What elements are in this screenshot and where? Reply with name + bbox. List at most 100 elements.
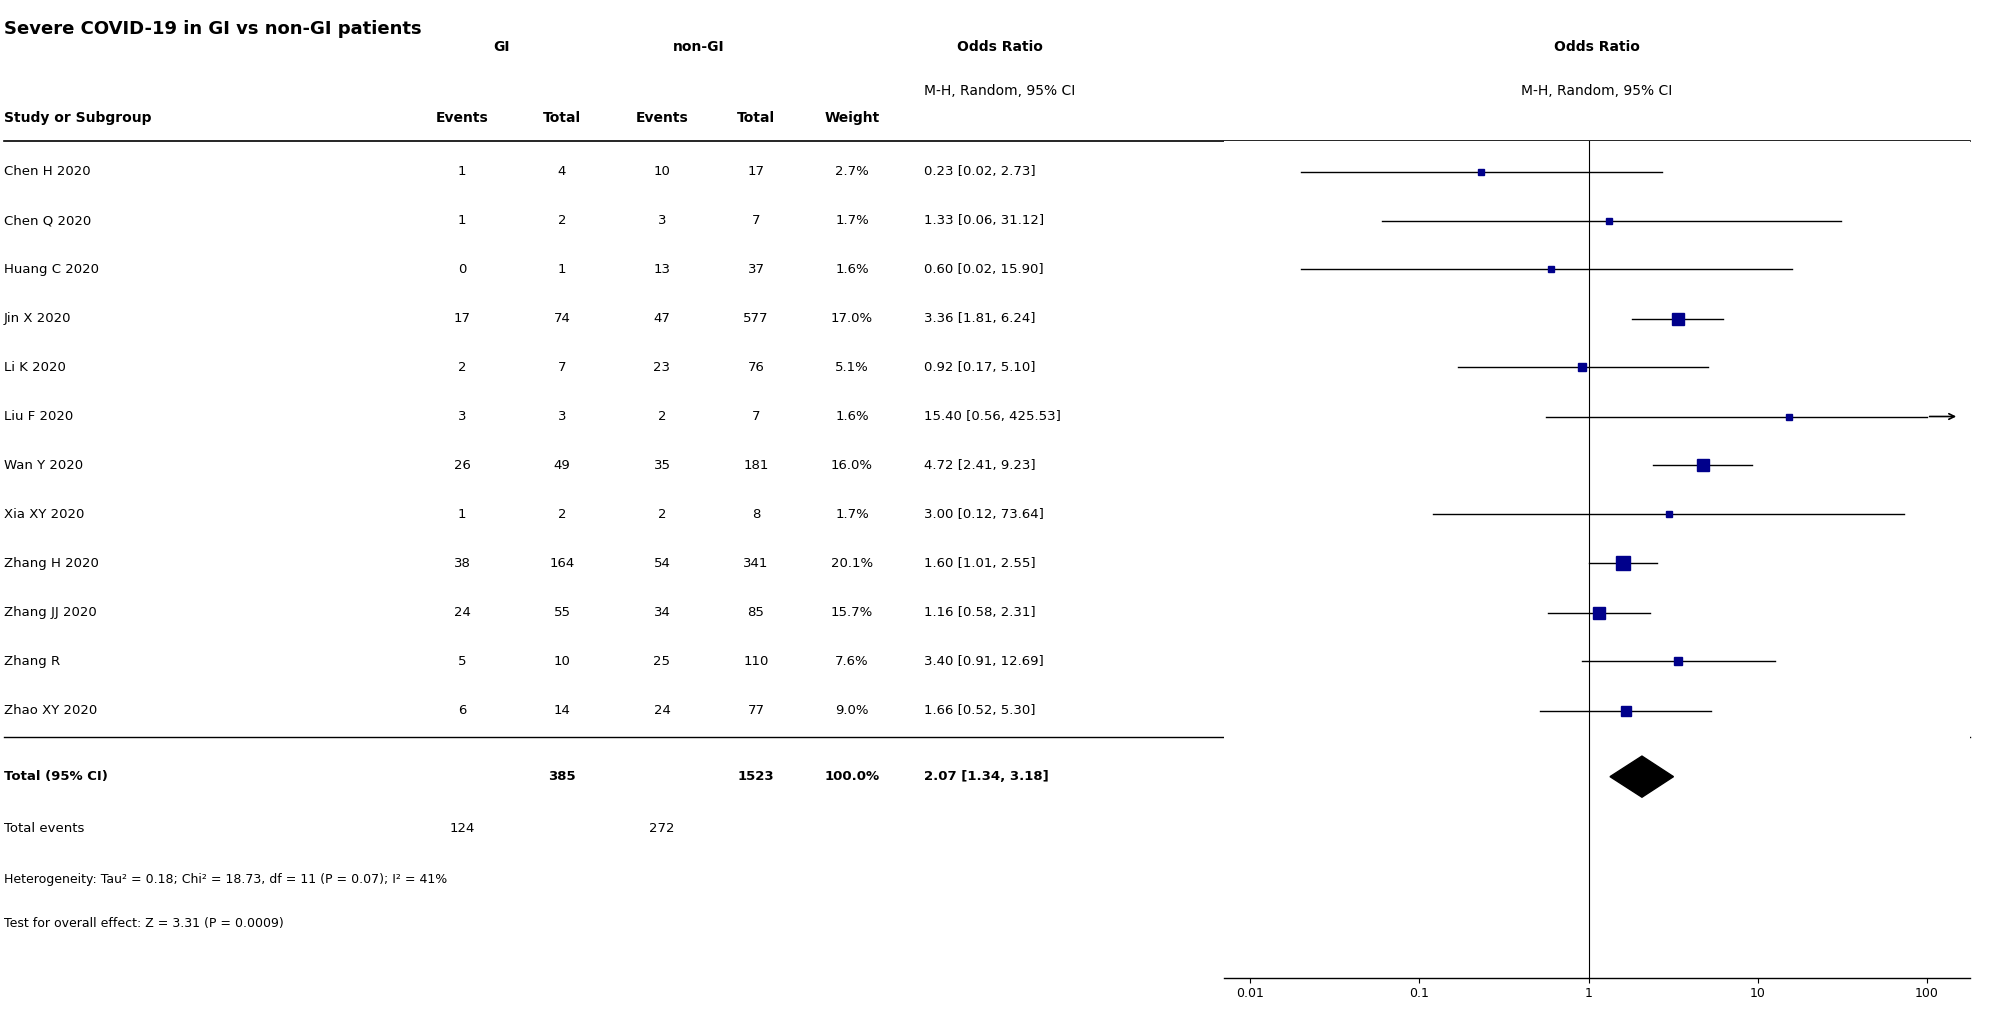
Text: 15.7%: 15.7%	[830, 606, 874, 619]
Text: 272: 272	[650, 821, 674, 835]
Text: 7: 7	[752, 410, 760, 423]
Text: 34: 34	[654, 606, 670, 619]
Text: M-H, Random, 95% CI: M-H, Random, 95% CI	[1522, 83, 1672, 98]
Text: Liu F 2020: Liu F 2020	[4, 410, 74, 423]
Polygon shape	[1610, 756, 1674, 797]
Text: 181: 181	[744, 459, 768, 472]
Text: 1.7%: 1.7%	[836, 214, 868, 227]
Text: 23: 23	[654, 361, 670, 374]
Text: 3.36 [1.81, 6.24]: 3.36 [1.81, 6.24]	[924, 312, 1036, 325]
Text: 3.00 [0.12, 73.64]: 3.00 [0.12, 73.64]	[924, 508, 1044, 521]
Text: 2: 2	[658, 508, 666, 521]
Text: 17.0%: 17.0%	[830, 312, 874, 325]
Text: 385: 385	[548, 770, 576, 783]
Text: 77: 77	[748, 704, 764, 717]
Text: 1.33 [0.06, 31.12]: 1.33 [0.06, 31.12]	[924, 214, 1044, 227]
Text: Huang C 2020: Huang C 2020	[4, 263, 100, 276]
Text: 341: 341	[744, 557, 768, 570]
Text: 0: 0	[458, 263, 466, 276]
Text: 2: 2	[558, 508, 566, 521]
Text: 2.07 [1.34, 3.18]: 2.07 [1.34, 3.18]	[924, 770, 1048, 783]
Text: 1.7%: 1.7%	[836, 508, 868, 521]
Text: 2: 2	[558, 214, 566, 227]
Text: non-GI: non-GI	[674, 39, 724, 54]
Text: Heterogeneity: Tau² = 0.18; Chi² = 18.73, df = 11 (P = 0.07); I² = 41%: Heterogeneity: Tau² = 0.18; Chi² = 18.73…	[4, 873, 448, 886]
Text: Chen H 2020: Chen H 2020	[4, 165, 90, 178]
Text: 1.60 [1.01, 2.55]: 1.60 [1.01, 2.55]	[924, 557, 1036, 570]
Text: 577: 577	[744, 312, 768, 325]
Text: 55: 55	[554, 606, 570, 619]
Text: Study or Subgroup: Study or Subgroup	[4, 110, 152, 125]
Text: 49: 49	[554, 459, 570, 472]
Text: 24: 24	[454, 606, 470, 619]
Text: 35: 35	[654, 459, 670, 472]
Text: 47: 47	[654, 312, 670, 325]
Text: 1.6%: 1.6%	[836, 410, 868, 423]
Text: Zhang JJ 2020: Zhang JJ 2020	[4, 606, 96, 619]
Text: Total: Total	[542, 110, 582, 125]
Text: 3: 3	[558, 410, 566, 423]
Text: 5.1%: 5.1%	[836, 361, 868, 374]
Text: 0.92 [0.17, 5.10]: 0.92 [0.17, 5.10]	[924, 361, 1036, 374]
Text: 1: 1	[458, 214, 466, 227]
Text: 7.6%: 7.6%	[836, 655, 868, 668]
Text: Li K 2020: Li K 2020	[4, 361, 66, 374]
Text: 24: 24	[654, 704, 670, 717]
Text: 85: 85	[748, 606, 764, 619]
Text: 2.7%: 2.7%	[836, 165, 868, 178]
Text: 26: 26	[454, 459, 470, 472]
Text: 15.40 [0.56, 425.53]: 15.40 [0.56, 425.53]	[924, 410, 1060, 423]
Text: 37: 37	[748, 263, 764, 276]
Text: Xia XY 2020: Xia XY 2020	[4, 508, 84, 521]
Text: 4: 4	[558, 165, 566, 178]
Text: 1.66 [0.52, 5.30]: 1.66 [0.52, 5.30]	[924, 704, 1036, 717]
Text: 74: 74	[554, 312, 570, 325]
Text: Zhang R: Zhang R	[4, 655, 60, 668]
Text: 100.0%: 100.0%	[824, 770, 880, 783]
Text: Odds Ratio: Odds Ratio	[1554, 39, 1640, 54]
Text: 38: 38	[454, 557, 470, 570]
Text: Zhao XY 2020: Zhao XY 2020	[4, 704, 98, 717]
Text: 164: 164	[550, 557, 574, 570]
Text: 1: 1	[458, 508, 466, 521]
Text: Severe COVID-19 in GI vs non-GI patients: Severe COVID-19 in GI vs non-GI patients	[4, 20, 422, 38]
Text: 124: 124	[450, 821, 474, 835]
Text: Zhang H 2020: Zhang H 2020	[4, 557, 98, 570]
Text: 4.72 [2.41, 9.23]: 4.72 [2.41, 9.23]	[924, 459, 1036, 472]
Text: Jin X 2020: Jin X 2020	[4, 312, 72, 325]
Text: 14: 14	[554, 704, 570, 717]
Text: 17: 17	[454, 312, 470, 325]
Text: 3: 3	[458, 410, 466, 423]
Text: 17: 17	[748, 165, 764, 178]
Text: Chen Q 2020: Chen Q 2020	[4, 214, 92, 227]
Text: 1.16 [0.58, 2.31]: 1.16 [0.58, 2.31]	[924, 606, 1036, 619]
Text: 10: 10	[654, 165, 670, 178]
Text: 110: 110	[744, 655, 768, 668]
Text: 0.60 [0.02, 15.90]: 0.60 [0.02, 15.90]	[924, 263, 1044, 276]
Text: Events: Events	[636, 110, 688, 125]
Text: 3.40 [0.91, 12.69]: 3.40 [0.91, 12.69]	[924, 655, 1044, 668]
Text: 9.0%: 9.0%	[836, 704, 868, 717]
Text: 7: 7	[558, 361, 566, 374]
Text: Test for overall effect: Z = 3.31 (P = 0.0009): Test for overall effect: Z = 3.31 (P = 0…	[4, 917, 284, 930]
Text: 16.0%: 16.0%	[832, 459, 872, 472]
Text: 10: 10	[554, 655, 570, 668]
Text: GI: GI	[494, 39, 510, 54]
Text: M-H, Random, 95% CI: M-H, Random, 95% CI	[924, 83, 1076, 98]
Text: Odds Ratio: Odds Ratio	[958, 39, 1042, 54]
Text: 1: 1	[458, 165, 466, 178]
Text: Weight: Weight	[824, 110, 880, 125]
Text: 6: 6	[458, 704, 466, 717]
Text: 2: 2	[658, 410, 666, 423]
Text: 25: 25	[654, 655, 670, 668]
Text: 13: 13	[654, 263, 670, 276]
Text: Wan Y 2020: Wan Y 2020	[4, 459, 84, 472]
Text: 5: 5	[458, 655, 466, 668]
Text: 76: 76	[748, 361, 764, 374]
Text: 0.23 [0.02, 2.73]: 0.23 [0.02, 2.73]	[924, 165, 1036, 178]
Text: 1.6%: 1.6%	[836, 263, 868, 276]
Text: Total (95% CI): Total (95% CI)	[4, 770, 108, 783]
Text: 8: 8	[752, 508, 760, 521]
Text: Total events: Total events	[4, 821, 84, 835]
Text: Total: Total	[736, 110, 776, 125]
